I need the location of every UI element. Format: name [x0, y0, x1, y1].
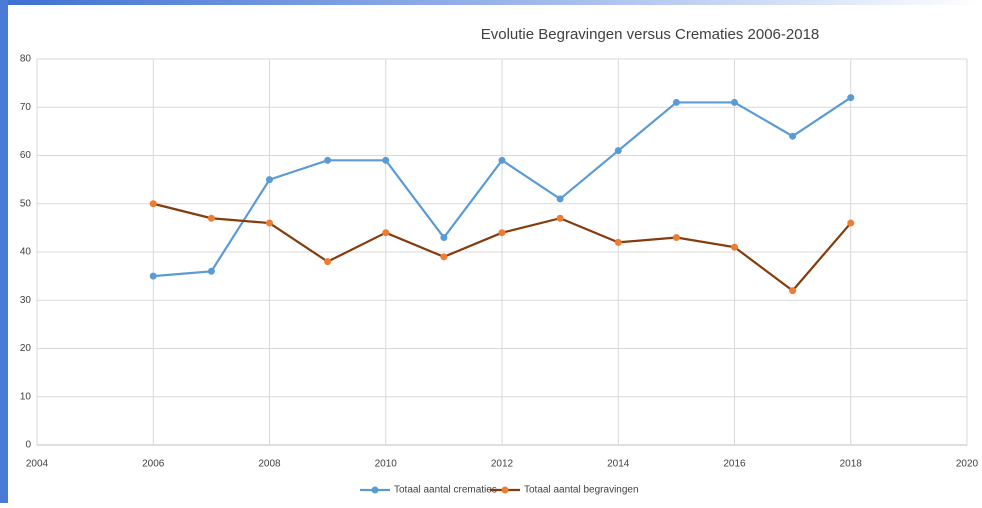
- legend-label: Totaal aantal crematies: [394, 485, 497, 496]
- data-point: [672, 234, 680, 242]
- x-tick-label: 2008: [258, 459, 281, 470]
- y-tick-label: 50: [20, 198, 32, 209]
- y-tick-label: 60: [20, 150, 32, 161]
- x-tick-label: 2012: [491, 459, 514, 470]
- legend-label: Totaal aantal begravingen: [524, 485, 639, 496]
- data-point: [324, 258, 332, 266]
- data-point: [382, 229, 390, 237]
- data-point: [556, 214, 564, 222]
- data-point: [266, 176, 273, 184]
- data-point: [731, 98, 738, 106]
- data-point: [789, 132, 797, 140]
- x-tick-label: 2020: [956, 459, 979, 470]
- y-tick-label: 30: [20, 295, 32, 306]
- data-point: [614, 147, 622, 155]
- data-point: [440, 253, 448, 261]
- y-tick-label: 10: [20, 391, 32, 402]
- chart-title: Evolutie Begravingen versus Crematies 20…: [481, 26, 820, 43]
- data-point: [498, 229, 506, 237]
- data-point: [382, 156, 390, 164]
- data-point: [731, 243, 738, 251]
- x-tick-label: 2014: [607, 459, 630, 470]
- data-point: [266, 219, 273, 227]
- y-tick-label: 40: [20, 247, 32, 258]
- data-point: [207, 267, 215, 275]
- data-point: [614, 238, 622, 246]
- y-tick-label: 20: [20, 343, 32, 354]
- data-point: [789, 287, 797, 295]
- x-tick-label: 2018: [840, 459, 863, 470]
- data-point: [440, 234, 448, 242]
- data-point: [556, 195, 564, 203]
- x-tick-label: 2010: [375, 459, 398, 470]
- y-tick-label: 70: [20, 102, 32, 113]
- x-tick-label: 2004: [26, 459, 49, 470]
- side-bar: [0, 0, 8, 503]
- data-point: [207, 214, 215, 222]
- data-point: [324, 156, 332, 164]
- legend-marker: [371, 486, 379, 494]
- data-point: [847, 219, 855, 227]
- data-point: [149, 272, 157, 280]
- y-tick-label: 0: [25, 440, 31, 451]
- data-point: [672, 98, 680, 106]
- x-tick-label: 2006: [142, 459, 165, 470]
- legend-marker: [501, 486, 509, 494]
- data-point: [847, 94, 855, 102]
- x-tick-label: 2016: [723, 459, 746, 470]
- top-bar: [0, 0, 982, 5]
- data-point: [149, 200, 157, 208]
- data-point: [498, 156, 506, 164]
- y-tick-label: 80: [20, 54, 32, 65]
